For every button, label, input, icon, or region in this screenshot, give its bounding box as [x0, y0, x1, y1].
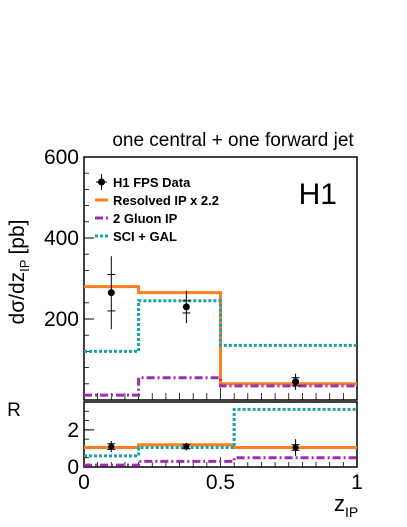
- main-data-point: [107, 289, 115, 297]
- ratio-y-tick-label: 0: [67, 456, 79, 479]
- x-tick-label: 1: [351, 471, 363, 494]
- legend: H1 FPS Data Resolved IP x 2.2 2 Gluon IP SC…: [95, 174, 219, 244]
- ratio-data-point: [108, 443, 115, 450]
- y-axis-title-unit: [pb]: [6, 220, 29, 255]
- legend-label-0: Resolved IP x 2.2: [113, 193, 219, 208]
- main-series-1: [84, 376, 357, 397]
- legend-label-2: SCI + GAL: [113, 229, 177, 244]
- ratio-data-point: [183, 443, 190, 450]
- main-y-tick-label: 200: [44, 308, 79, 331]
- main-plot: 200 400 600: [44, 146, 358, 401]
- x-axis-title: zIP: [334, 491, 358, 520]
- x-tick-label: 0: [78, 471, 90, 494]
- main-series-2: [84, 299, 357, 353]
- ratio-data-point: [292, 444, 299, 451]
- y-axis-title-main: dσ/dz: [6, 272, 29, 325]
- chart-title: one central + one forward jet: [112, 130, 354, 151]
- ratio-series-0: [84, 443, 357, 449]
- ratio-series-1: [84, 456, 357, 467]
- ratio-y-tick-label: 2: [67, 419, 79, 442]
- watermark-h1: H1: [299, 178, 337, 211]
- ratio-plot: 02: [67, 401, 358, 479]
- main-series-0: [84, 285, 357, 386]
- y-axis-title: dσ/dzIP [pb]: [6, 220, 32, 325]
- legend-label-data: H1 FPS Data: [113, 175, 191, 190]
- main-y-tick-label: 400: [44, 227, 79, 250]
- y-axis-title-sub: IP: [17, 260, 32, 272]
- x-axis-title-main: z: [334, 491, 345, 516]
- legend-label-1: 2 Gluon IP: [113, 211, 178, 226]
- legend-data-marker: [98, 178, 105, 186]
- x-axis-title-sub: IP: [345, 504, 358, 520]
- main-y-tick-label: 600: [44, 146, 79, 169]
- main-data-point: [292, 378, 300, 386]
- main-data-point: [182, 303, 190, 311]
- ratio-axis-title: R: [7, 400, 21, 421]
- x-tick-label: 0.5: [206, 471, 235, 494]
